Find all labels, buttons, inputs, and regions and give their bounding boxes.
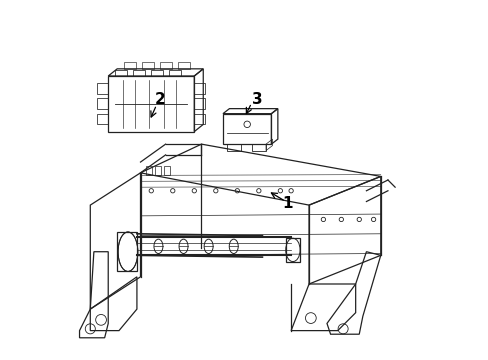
Bar [285,238,300,262]
Bar [145,166,152,175]
Text: 1: 1 [282,196,292,211]
Bar [194,83,204,94]
Bar [124,62,136,69]
Text: 2: 2 [155,92,165,107]
Bar [194,114,204,125]
Bar [97,83,108,94]
Bar [115,69,127,76]
Bar [194,98,204,109]
Bar [163,166,170,175]
Bar [251,144,265,150]
Bar [97,114,108,125]
Bar [169,69,181,76]
Text: 3: 3 [251,92,262,107]
Bar [178,62,190,69]
Bar [226,144,241,150]
Bar [151,69,163,76]
Bar [155,166,161,175]
Bar [160,62,172,69]
Bar [97,98,108,109]
Bar [133,69,145,76]
Bar [142,62,154,69]
Bar [117,232,137,271]
